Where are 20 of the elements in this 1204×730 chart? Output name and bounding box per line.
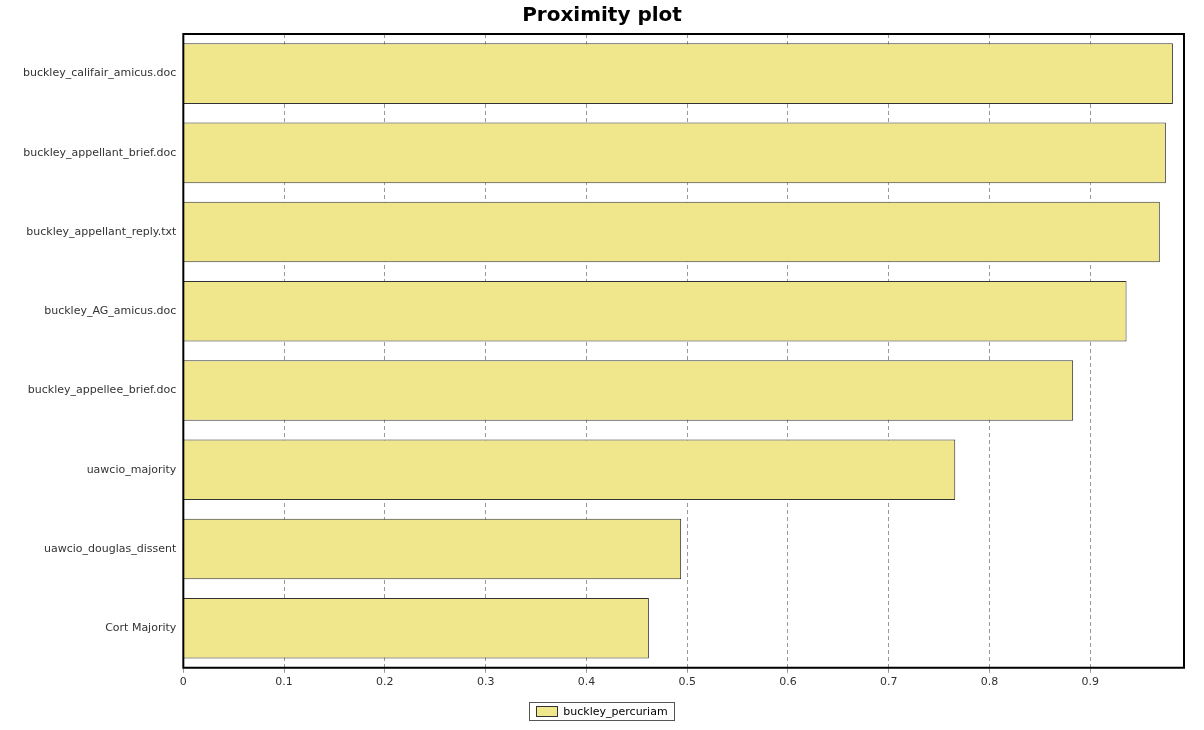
x-tick-label: 0.6 bbox=[779, 675, 797, 689]
x-tick-label: 0.4 bbox=[577, 675, 596, 689]
x-tick-label: 0.2 bbox=[376, 675, 394, 689]
x-tick-label: 0.7 bbox=[879, 675, 898, 689]
x-tick-label: 0.9 bbox=[1081, 675, 1100, 689]
x-tick-label: 0.1 bbox=[275, 675, 293, 689]
y-tick-label: buckley_AG_amicus.doc bbox=[44, 304, 177, 318]
y-tick-label: Cort Majority bbox=[105, 621, 177, 635]
y-tick-label: buckley_appellant_brief.doc bbox=[23, 145, 177, 159]
x-tick-label: 0.8 bbox=[980, 675, 999, 689]
y-tick-label: buckley_appellant_reply.txt bbox=[26, 224, 177, 238]
y-tick-label: buckley_califair_amicus.doc bbox=[22, 66, 177, 80]
chart-title: Proximity plot bbox=[522, 2, 683, 27]
y-tick-label: uawcio_douglas_dissent bbox=[44, 541, 177, 555]
text: buckley_percuriam bbox=[563, 705, 668, 718]
y-tick-label: buckley_appellee_brief.doc bbox=[27, 383, 177, 397]
x-tick-label: 0 bbox=[179, 675, 187, 689]
x-tick-label: 0.5 bbox=[678, 675, 696, 689]
x-tick-label: 0.3 bbox=[476, 675, 495, 689]
y-tick-label: uawcio_majority bbox=[86, 462, 177, 476]
